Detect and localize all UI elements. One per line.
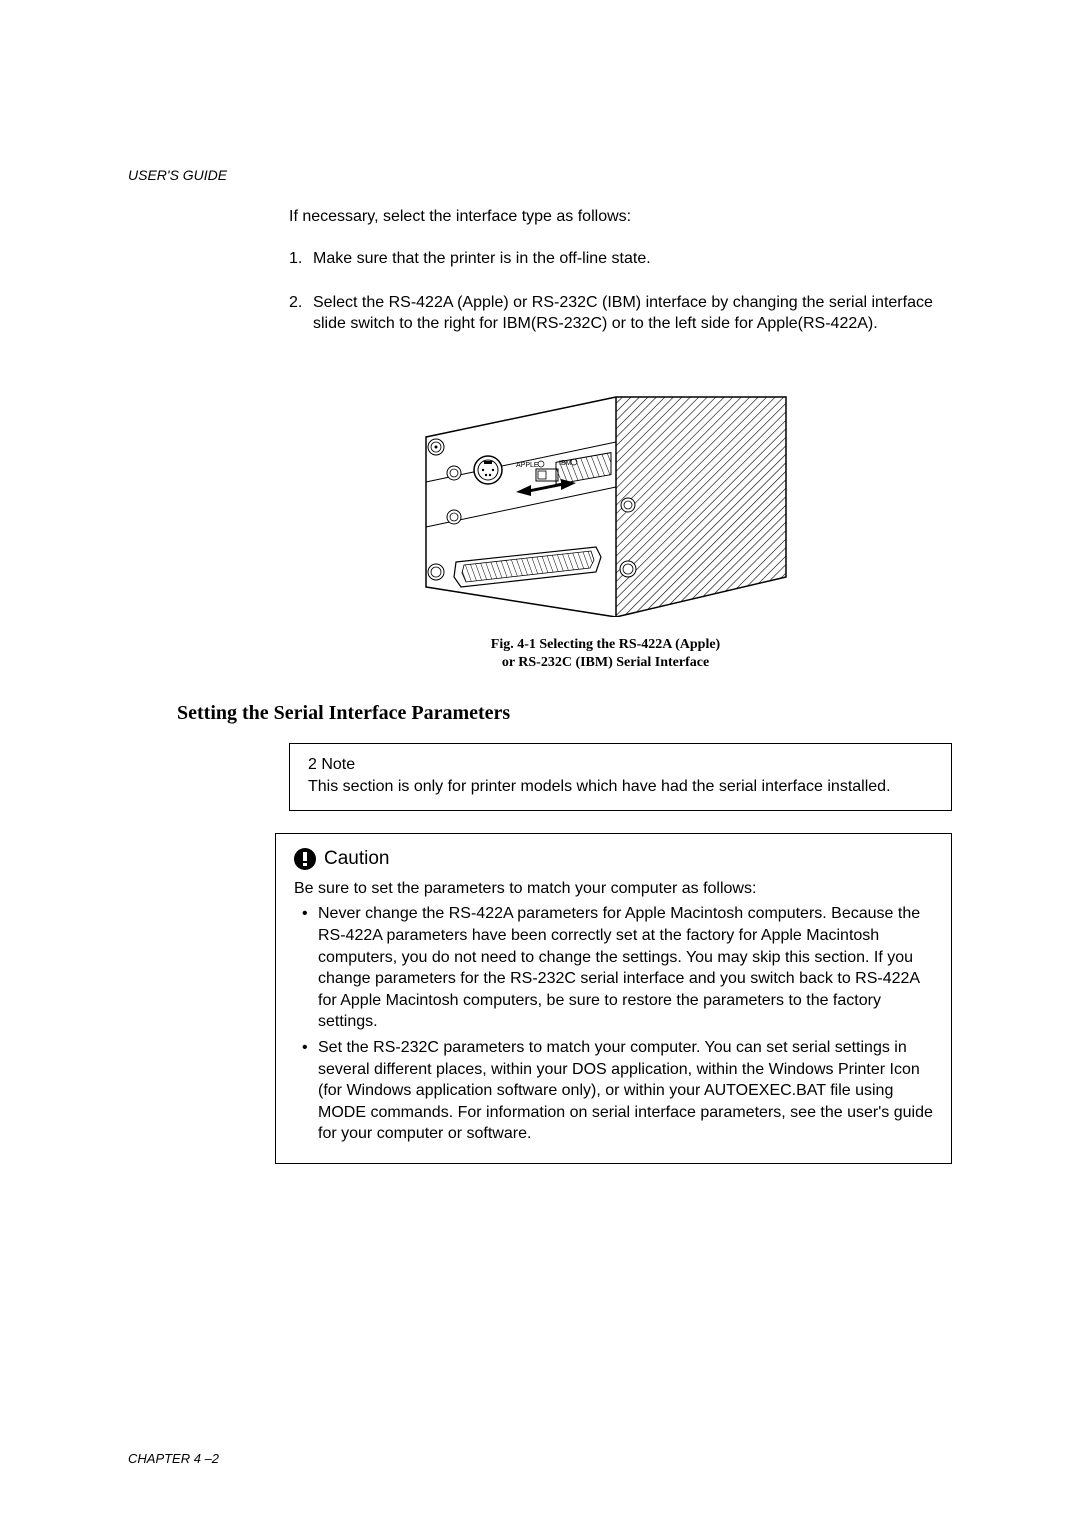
caution-box: Caution Be sure to set the parameters to… (275, 833, 952, 1164)
caption-line-1: Fig. 4-1 Selecting the RS-422A (Apple) (491, 637, 720, 652)
note-text: This section is only for printer models … (308, 776, 933, 798)
intro-text: If necessary, select the interface type … (289, 208, 952, 226)
caution-intro: Be sure to set the parameters to match y… (294, 878, 933, 900)
list-item: 2. Select the RS-422A (Apple) or RS-232C… (289, 292, 952, 335)
caution-bullet: Never change the RS-422A parameters for … (318, 903, 933, 1033)
section-heading: Setting the Serial Interface Parameters (177, 702, 840, 725)
list-item: 1. Make sure that the printer is in the … (289, 248, 952, 270)
note-box: 2 Note This section is only for printer … (289, 743, 952, 811)
list-text: Make sure that the printer is in the off… (313, 248, 952, 270)
list-text: Select the RS-422A (Apple) or RS-232C (I… (313, 292, 952, 335)
page-content: If necessary, select the interface type … (289, 208, 952, 1164)
caution-bullet: Set the RS-232C parameters to match your… (318, 1037, 933, 1145)
page-footer: CHAPTER 4 –2 (128, 1451, 219, 1466)
figure-container: APPLE IBM Fig. (259, 357, 952, 672)
caution-list: Never change the RS-422A parameters for … (294, 903, 933, 1145)
caution-header: Caution (294, 848, 933, 870)
caution-label: Caution (324, 848, 390, 870)
list-number: 1. (289, 248, 313, 270)
caption-line-2: or RS-232C (IBM) Serial Interface (502, 655, 709, 670)
interface-diagram: APPLE IBM (416, 357, 796, 617)
figure-caption: Fig. 4-1 Selecting the RS-422A (Apple) o… (259, 636, 952, 672)
numbered-list: 1. Make sure that the printer is in the … (289, 248, 952, 335)
page-header: USER'S GUIDE (128, 167, 227, 183)
caution-icon (294, 848, 316, 870)
note-label: 2 Note (308, 756, 933, 774)
apple-label: APPLE (516, 462, 539, 469)
list-number: 2. (289, 292, 313, 335)
